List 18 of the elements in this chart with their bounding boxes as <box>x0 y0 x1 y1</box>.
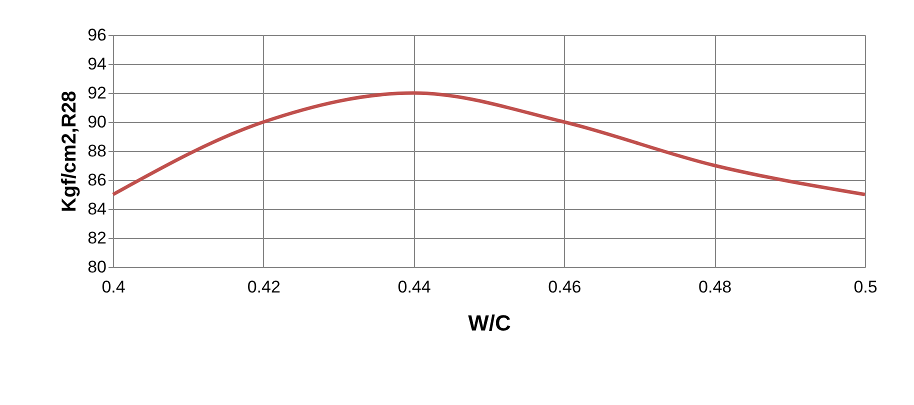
y-tick-label: 96 <box>88 26 106 44</box>
x-tick-label: 0.42 <box>247 278 280 296</box>
y-tick-label: 92 <box>88 84 106 102</box>
x-tick-label: 0.44 <box>398 278 431 296</box>
y-axis-title: Kgf/cm2,R28 <box>58 90 81 212</box>
x-tick-label: 0.4 <box>102 278 126 296</box>
y-tick-label: 86 <box>88 170 106 190</box>
y-tick-label: 88 <box>88 142 106 160</box>
x-axis-title: W/C <box>468 310 511 336</box>
y-tick-label: 84 <box>88 200 106 218</box>
y-tick-label: 90 <box>88 112 106 132</box>
x-tick-label: 0.46 <box>548 278 582 296</box>
y-tick-label: 94 <box>88 54 106 74</box>
x-tick-label: 0.5 <box>854 278 878 296</box>
x-tick-label: 0.48 <box>698 278 732 296</box>
line-series <box>111 91 867 196</box>
y-tick-label: 80 <box>88 258 106 276</box>
y-tick-label: 82 <box>88 228 106 248</box>
